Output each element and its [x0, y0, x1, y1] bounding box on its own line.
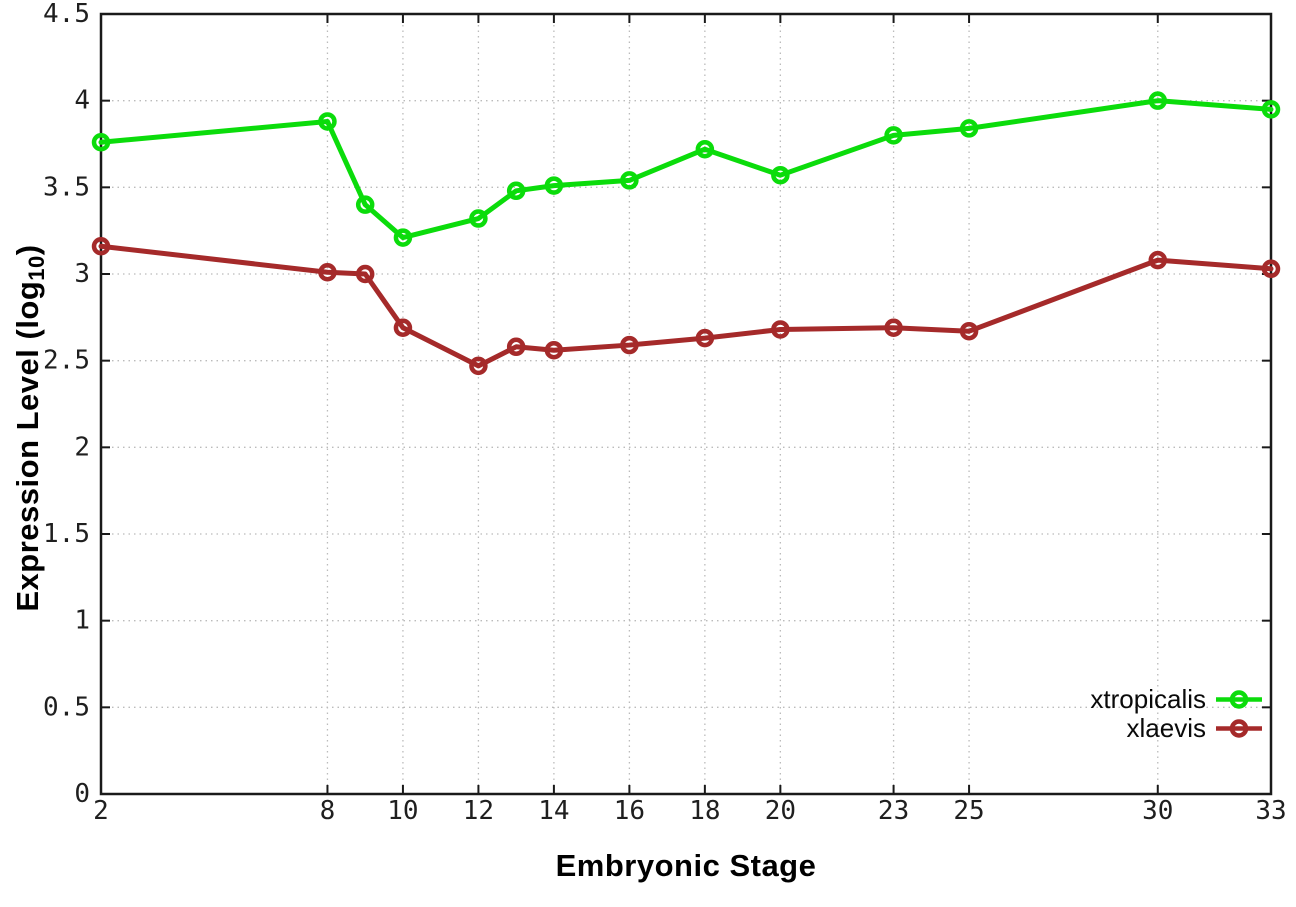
data-point-xtropicalis [318, 112, 337, 131]
data-point-xlaevis [695, 328, 715, 348]
data-point-xlaevis [393, 318, 413, 337]
data-point-xtropicalis [91, 133, 111, 152]
legend-label-xtropicalis: xtropicalis [1090, 684, 1206, 714]
legend-marker-xtropicalis-icon [1216, 690, 1262, 709]
data-point-xlaevis [1148, 250, 1168, 270]
data-point-xtropicalis [959, 119, 979, 138]
data-point-xlaevis [355, 264, 375, 284]
data-point-xtropicalis [1261, 100, 1281, 119]
x-tick-label: 10 [387, 796, 418, 826]
x-tick-label: 30 [1142, 796, 1173, 826]
data-point-xlaevis [506, 337, 526, 357]
data-point-xtropicalis [544, 176, 564, 195]
data-point-xtropicalis [393, 228, 413, 247]
plot-border [99, 12, 1273, 796]
data-point-xtropicalis [469, 209, 488, 228]
x-tick-label: 16 [614, 796, 645, 826]
y-tick-label: 3 [74, 259, 90, 289]
x-tick-label: 23 [878, 796, 909, 826]
y-axis-title: Expression Level (log10) [10, 244, 50, 611]
y-tick-label: 2.5 [43, 346, 90, 376]
y-tick-label: 1.5 [43, 519, 90, 549]
data-point-xlaevis [544, 341, 564, 360]
x-tick-label: 12 [463, 796, 494, 826]
y-tick-label: 4.5 [43, 0, 90, 29]
x-tick-label: 2 [93, 796, 109, 826]
x-tick-label: 14 [538, 796, 569, 826]
y-axis-title-text: Expression Level (log [10, 280, 45, 612]
data-point-xlaevis [771, 320, 790, 339]
legend: xtropicalis xlaevis [1090, 684, 1263, 743]
y-axis-title-subscript: 10 [24, 255, 49, 281]
data-point-xtropicalis [884, 126, 903, 145]
data-point-xlaevis [91, 237, 111, 256]
y-tick-label: 2 [74, 432, 90, 462]
y-tick-label: 0.5 [43, 692, 90, 722]
data-point-xtropicalis [695, 139, 715, 159]
x-axis-title: Embryonic Stage [555, 848, 817, 883]
x-tick-label: 20 [765, 796, 796, 826]
data-point-xtropicalis [771, 165, 790, 185]
y-tick-label: 0 [74, 779, 90, 809]
legend-label-xlaevis: xlaevis [1126, 713, 1206, 743]
legend-item-xlaevis: xlaevis [1090, 713, 1263, 743]
series-line-xtropicalis [98, 98, 1274, 241]
data-point-xlaevis [469, 356, 488, 376]
data-point-xtropicalis [355, 195, 375, 214]
legend-marker-xlaevis-icon [1216, 719, 1262, 738]
data-point-xlaevis [318, 263, 337, 282]
y-tick-label: 3.5 [43, 172, 90, 202]
data-point-xlaevis [620, 335, 639, 355]
y-axis-title-suffix: ) [10, 244, 45, 256]
data-point-xlaevis [884, 318, 903, 337]
y-tick-label: 4 [74, 86, 90, 116]
data-point-xtropicalis [1148, 91, 1168, 110]
x-tick-label: 25 [953, 796, 984, 826]
data-point-xlaevis [1261, 259, 1281, 279]
x-tick-label: 18 [689, 796, 720, 826]
x-tick-label: 8 [320, 796, 336, 826]
y-tick-label: 1 [74, 606, 90, 636]
series-line-xlaevis [98, 243, 1274, 369]
data-point-xlaevis [959, 321, 979, 341]
x-tick-label: 33 [1255, 796, 1286, 826]
data-point-xtropicalis [506, 181, 526, 201]
data-point-xtropicalis [620, 171, 639, 190]
legend-item-xtropicalis: xtropicalis [1090, 684, 1263, 714]
